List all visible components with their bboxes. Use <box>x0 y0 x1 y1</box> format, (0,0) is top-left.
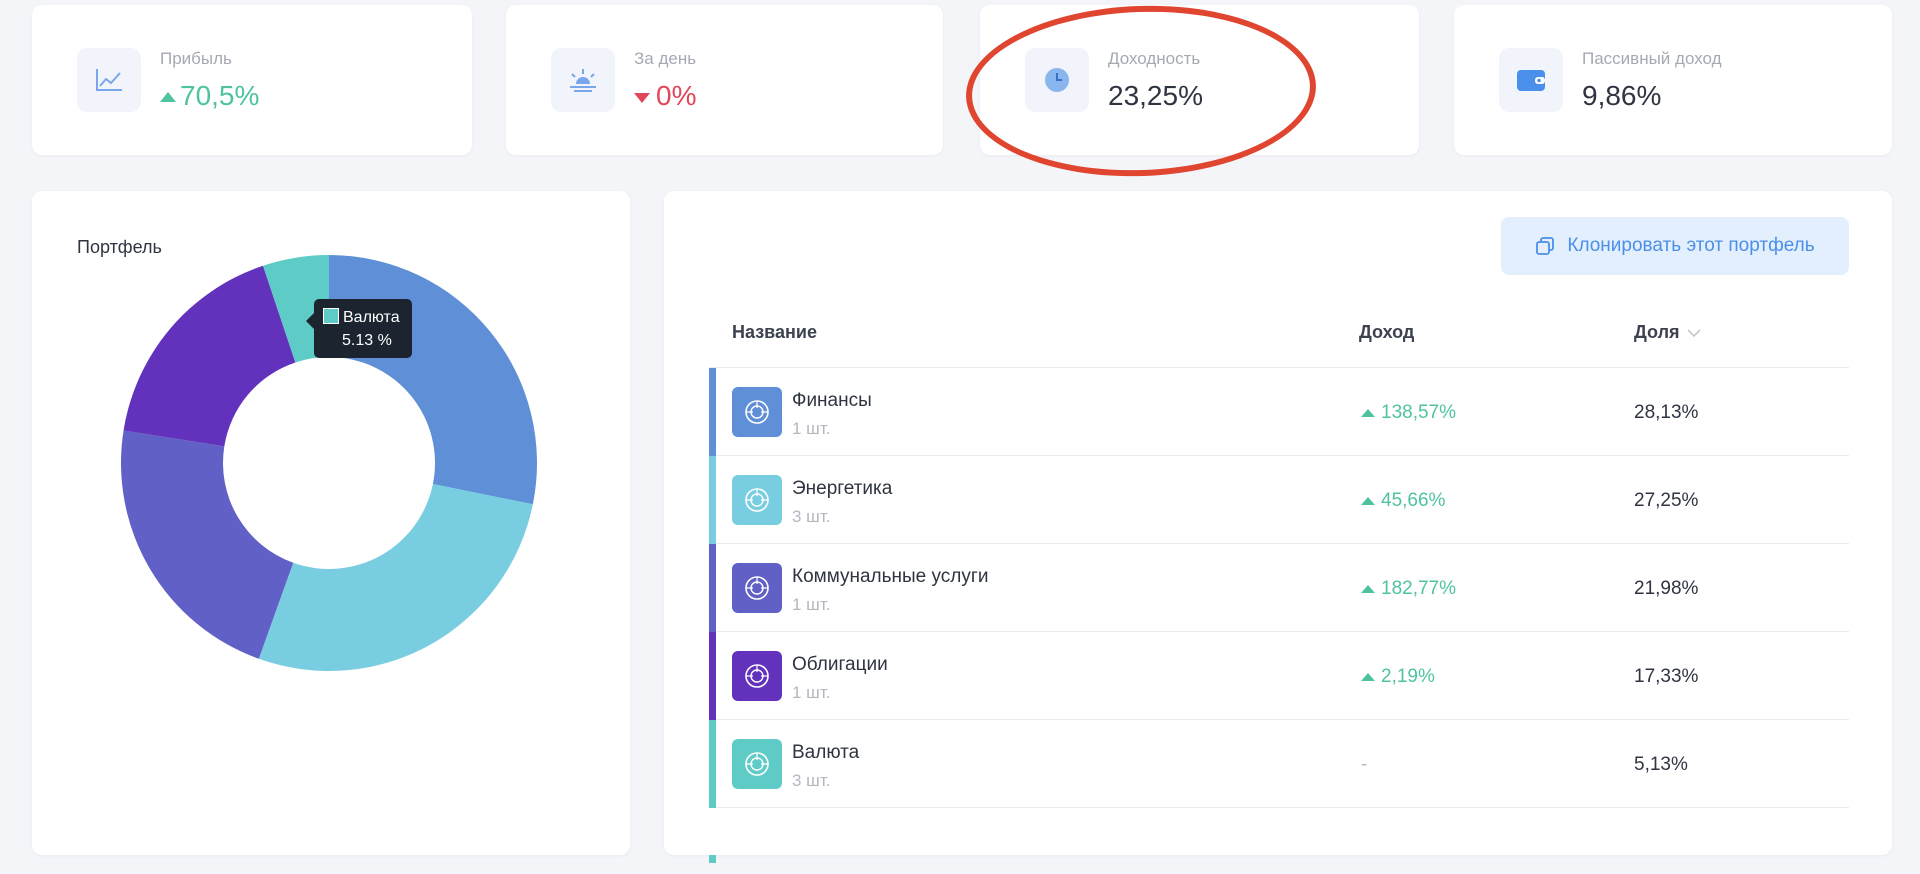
stat-label: Пассивный доход <box>1582 49 1722 68</box>
row-income: 2,19% <box>1361 666 1435 688</box>
row-count: 1 шт. <box>792 683 831 702</box>
wallet-icon <box>1499 48 1563 112</box>
clock-icon <box>1025 48 1089 112</box>
sector-icon <box>732 475 782 525</box>
row-income: 182,77% <box>1361 578 1456 600</box>
row-name[interactable]: Энергетика <box>792 478 893 499</box>
trend-down-icon <box>634 93 650 103</box>
trend-up-icon <box>1361 497 1375 505</box>
trend-up-icon <box>1361 585 1375 593</box>
sector-icon <box>732 563 782 613</box>
stat-value: 70,5% <box>160 80 259 112</box>
tooltip-swatch <box>323 308 339 324</box>
row-name[interactable]: Коммунальные услуги <box>792 566 989 587</box>
stat-label: За день <box>634 49 697 68</box>
stat-card-profit: Прибыль 70,5% <box>32 5 472 155</box>
tooltip-value: 5.13 % <box>342 332 392 349</box>
row-share: 21,98% <box>1634 578 1699 599</box>
row-share: 5,13% <box>1634 754 1688 775</box>
stat-value: 0% <box>634 80 696 112</box>
donut-slice-2[interactable] <box>258 484 533 671</box>
donut-slice-4[interactable] <box>123 265 296 447</box>
sector-icon <box>732 387 782 437</box>
stat-label: Прибыль <box>160 49 232 68</box>
row-share: 27,25% <box>1634 490 1699 511</box>
clone-portfolio-button[interactable]: Клонировать этот портфель <box>1501 217 1849 275</box>
portfolio-table-card: Клонировать этот портфель Название Доход… <box>664 191 1892 863</box>
row-color-bar <box>709 456 716 544</box>
table-row[interactable]: Валюта 3 шт. - 5,13% <box>709 720 1849 808</box>
trend-up-icon <box>1361 673 1375 681</box>
donut-slice-1[interactable] <box>329 255 537 505</box>
row-count: 1 шт. <box>792 595 831 614</box>
trend-up-icon <box>160 92 176 102</box>
table-row[interactable]: Коммунальные услуги 1 шт. 182,77% 21,98% <box>709 544 1849 632</box>
sector-icon <box>732 651 782 701</box>
row-color-bar <box>709 544 716 632</box>
portfolio-chart-card: Портфель Валюта 5.13 % <box>32 191 630 855</box>
row-income: 138,57% <box>1361 402 1456 424</box>
row-name[interactable]: Облигации <box>792 654 888 675</box>
row-income: - <box>1361 754 1368 775</box>
sector-icon <box>732 739 782 789</box>
stat-card-passive-income: Пассивный доход 9,86% <box>1454 5 1892 155</box>
row-count: 3 шт. <box>792 507 831 526</box>
donut-slice-3[interactable] <box>120 430 294 659</box>
table-row[interactable]: Финансы 1 шт. 138,57% 28,13% <box>709 368 1849 456</box>
row-color-bar <box>709 368 716 456</box>
column-header-share[interactable]: Доля <box>1634 322 1702 343</box>
row-color-bar <box>709 632 716 720</box>
stat-value: 9,86% <box>1582 80 1662 111</box>
table-row[interactable]: Облигации 1 шт. 2,19% 17,33% <box>709 632 1849 720</box>
stat-label: Доходность <box>1108 49 1201 68</box>
sort-chevron-down-icon[interactable] <box>1686 327 1702 339</box>
row-color-bar-tail <box>709 855 716 863</box>
column-header-name[interactable]: Название <box>732 322 817 342</box>
row-name[interactable]: Валюта <box>792 742 860 763</box>
table-row[interactable]: Энергетика 3 шт. 45,66% 27,25% <box>709 456 1849 544</box>
row-count: 3 шт. <box>792 771 831 790</box>
stat-card-yield: Доходность 23,25% <box>980 5 1419 155</box>
header-divider <box>709 367 1849 368</box>
chart-tooltip: Валюта 5.13 % <box>306 299 412 358</box>
row-color-bar <box>709 720 716 808</box>
column-header-income[interactable]: Доход <box>1359 322 1415 342</box>
trend-up-icon <box>1361 409 1375 417</box>
chart-title: Портфель <box>77 237 162 257</box>
donut-slice-5[interactable] <box>262 255 329 363</box>
copy-icon <box>1535 236 1555 256</box>
row-name[interactable]: Финансы <box>792 390 872 411</box>
row-income: 45,66% <box>1361 490 1445 512</box>
stat-card-day: За день 0% <box>506 5 943 155</box>
sunrise-icon <box>551 48 615 112</box>
stat-value: 23,25% <box>1108 80 1203 111</box>
tooltip-label: Валюта <box>343 309 400 326</box>
clone-portfolio-label: Клонировать этот портфель <box>1567 235 1815 256</box>
row-share: 17,33% <box>1634 666 1699 687</box>
row-count: 1 шт. <box>792 419 831 438</box>
row-share: 28,13% <box>1634 402 1699 423</box>
line-chart-icon <box>77 48 141 112</box>
